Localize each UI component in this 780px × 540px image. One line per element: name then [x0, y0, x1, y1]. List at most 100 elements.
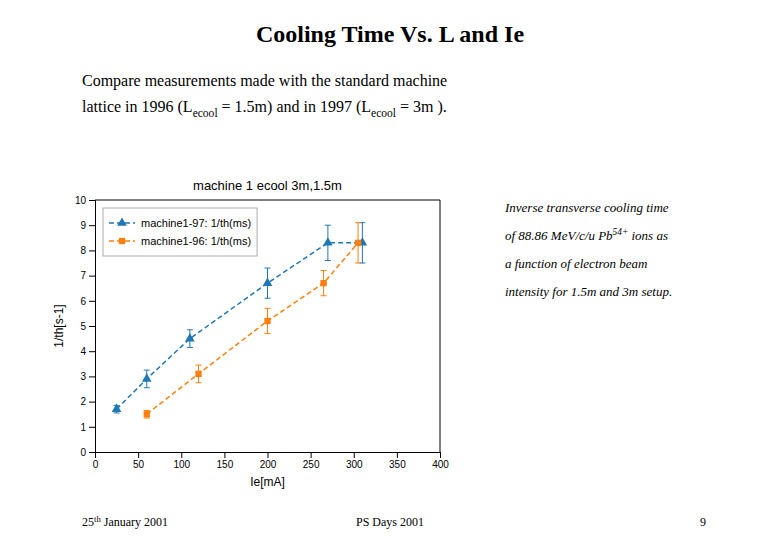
tick-mark — [89, 250, 95, 251]
tick: 9 — [80, 220, 95, 231]
series-line — [117, 243, 363, 409]
point — [263, 278, 273, 286]
tick-label: 4 — [80, 346, 86, 357]
tick-mark — [89, 427, 95, 428]
chart: machine 1 ecool 3m,1.5m05010015020025030… — [52, 178, 449, 489]
text-run: = 1.5m) and in 1997 (L — [218, 98, 371, 116]
tick-label: 150 — [217, 459, 234, 470]
legend-box — [103, 208, 257, 256]
tick-label: 1 — [80, 422, 86, 433]
axis-line — [96, 453, 441, 459]
error-bar — [321, 271, 327, 296]
tick-mark — [89, 301, 95, 302]
tick-label: 5 — [80, 321, 86, 332]
slide: Cooling Time Vs. L and IeCompare measure… — [0, 0, 780, 540]
tick: 50 — [133, 452, 145, 470]
legend-label: machine1-97: 1/th(ms) — [141, 217, 251, 229]
point — [195, 371, 201, 377]
script-run: ecool — [193, 107, 218, 119]
tick-label: 100 — [173, 459, 190, 470]
tick-label: 9 — [80, 220, 86, 231]
script-run: ecool — [371, 107, 396, 119]
tick: 0 — [80, 447, 95, 458]
point — [355, 240, 361, 246]
point — [144, 411, 150, 417]
script-run: 54+ — [613, 227, 629, 237]
x-axis-title: Ie[mA] — [250, 475, 285, 489]
tick: 2 — [80, 396, 95, 407]
text-run: ions as — [628, 228, 668, 243]
error-bar — [144, 410, 150, 418]
text-run: January 2001 — [101, 515, 168, 529]
point — [185, 333, 195, 341]
axis-line — [89, 201, 96, 453]
error-bar — [355, 223, 361, 263]
point — [264, 318, 270, 324]
annotation: a function of electron beam — [505, 256, 648, 271]
tick-mark — [89, 200, 95, 201]
legend-label: machine1-96: 1/th(ms) — [141, 235, 251, 247]
tick-label: 8 — [80, 245, 86, 256]
tick-mark — [181, 452, 182, 458]
tick-label: 0 — [93, 459, 99, 470]
tick-mark — [354, 452, 355, 458]
tick-mark — [89, 376, 95, 377]
point — [142, 373, 152, 381]
series-line — [147, 243, 358, 414]
tick-mark — [89, 402, 95, 403]
tick: 350 — [389, 452, 406, 470]
legend-entry: machine1-97: 1/th(ms) — [109, 217, 251, 229]
tick-mark — [89, 351, 95, 352]
subtitle: lattice in 1996 (Lecool = 1.5m) and in 1… — [82, 98, 447, 119]
tick: 4 — [80, 346, 95, 357]
tick: 6 — [80, 296, 95, 307]
tick: 3 — [80, 371, 95, 382]
tick-label: 50 — [133, 459, 145, 470]
tick-mark — [89, 225, 95, 226]
tick-mark — [397, 452, 398, 458]
legend: machine1-97: 1/th(ms) machine1-96: 1/th(m… — [103, 208, 257, 256]
tick-mark — [311, 452, 312, 458]
tick-mark — [440, 452, 441, 458]
tick-label: 10 — [75, 195, 87, 206]
tick-label: 6 — [80, 296, 86, 307]
tick-label: 350 — [389, 459, 406, 470]
tick: 100 — [173, 452, 190, 470]
tick-mark — [89, 276, 95, 277]
tick-mark — [138, 452, 139, 458]
legend-marker — [117, 217, 127, 225]
tick-mark — [89, 452, 95, 453]
slide-title: Cooling Time Vs. L and Ie — [256, 21, 524, 47]
tick: 0 — [93, 452, 99, 470]
tick: 10 — [75, 195, 95, 206]
tick: 1 — [80, 422, 95, 433]
tick-label: 2 — [80, 396, 86, 407]
y-axis: 0 1 2 3 4 5 6 7 8 9 10 — [75, 195, 96, 458]
footer: 9 — [700, 515, 706, 529]
tick-label: 3 — [80, 371, 86, 382]
annotation: of 88.86 MeV/c/u Pb54+ ions as — [505, 227, 668, 243]
text-run: = 3m ). — [396, 98, 447, 116]
point — [323, 237, 333, 245]
x-axis: 050100150200250300350400 — [93, 452, 450, 470]
tick: 7 — [80, 270, 95, 281]
chart-title: machine 1 ecool 3m,1.5m — [193, 178, 342, 193]
tick-label: 250 — [303, 459, 320, 470]
plot-frame — [95, 200, 440, 201]
tick-label: 7 — [80, 270, 86, 281]
tick: 300 — [346, 452, 363, 470]
tick-label: 300 — [346, 459, 363, 470]
tick-mark — [89, 326, 95, 327]
annotation: intensity for 1.5m and 3m setup. — [505, 284, 672, 299]
tick-label: 0 — [80, 447, 86, 458]
footer: PS Days 2001 — [356, 515, 424, 529]
plot-frame — [440, 200, 441, 452]
tick-mark — [268, 452, 269, 458]
tick: 5 — [80, 321, 95, 332]
tick: 150 — [217, 452, 234, 470]
tick: 8 — [80, 245, 95, 256]
error-bar — [196, 365, 202, 383]
error-bar — [265, 308, 271, 333]
point — [320, 280, 326, 286]
legend-marker — [119, 238, 125, 244]
